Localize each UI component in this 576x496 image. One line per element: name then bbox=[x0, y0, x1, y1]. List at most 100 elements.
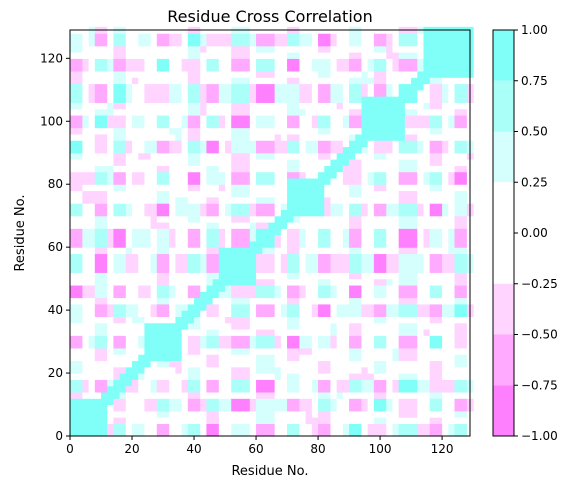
heatmap-cell bbox=[274, 45, 282, 53]
heatmap-cell bbox=[336, 391, 344, 399]
heatmap-cell bbox=[88, 96, 96, 103]
heatmap-cell bbox=[256, 385, 263, 393]
heatmap-cell bbox=[200, 171, 208, 179]
heatmap-cell bbox=[318, 64, 325, 72]
heatmap-cell bbox=[107, 366, 115, 374]
heatmap-cell bbox=[311, 114, 319, 122]
heatmap-cell bbox=[144, 133, 152, 141]
heatmap-cell bbox=[330, 58, 338, 66]
heatmap-cell bbox=[411, 373, 418, 380]
heatmap-cell bbox=[305, 45, 313, 53]
heatmap-cell bbox=[448, 77, 456, 85]
heatmap-cell bbox=[367, 102, 375, 110]
heatmap-cell bbox=[342, 221, 350, 229]
heatmap-cell bbox=[268, 328, 276, 336]
heatmap-cell bbox=[144, 360, 152, 368]
heatmap-cell bbox=[237, 58, 245, 66]
heatmap-cell bbox=[417, 58, 425, 66]
heatmap-cell bbox=[355, 70, 363, 78]
heatmap-cell bbox=[150, 64, 158, 72]
heatmap-cell bbox=[448, 121, 456, 129]
heatmap-cell bbox=[113, 209, 121, 217]
heatmap-cell bbox=[200, 335, 208, 343]
heatmap-cell bbox=[349, 322, 356, 330]
heatmap-cell bbox=[125, 379, 133, 387]
heatmap-cell bbox=[392, 240, 400, 248]
heatmap-cell bbox=[113, 96, 121, 103]
heatmap-cell bbox=[411, 284, 418, 292]
heatmap-cell bbox=[361, 215, 369, 223]
heatmap-cell bbox=[336, 310, 344, 317]
heatmap-cell bbox=[274, 58, 282, 66]
heatmap-cell bbox=[287, 429, 294, 437]
heatmap-cell bbox=[138, 45, 146, 53]
heatmap-cell bbox=[70, 266, 77, 273]
heatmap-cell bbox=[274, 278, 282, 286]
heatmap-cell bbox=[404, 347, 412, 355]
heatmap-cell bbox=[187, 404, 195, 412]
heatmap-cell bbox=[460, 77, 468, 85]
heatmap-cell bbox=[82, 266, 90, 273]
heatmap-cell bbox=[293, 177, 301, 185]
heatmap-cell bbox=[200, 177, 208, 185]
heatmap-cell bbox=[132, 177, 139, 185]
heatmap-cell bbox=[299, 410, 307, 418]
heatmap-cell bbox=[119, 165, 127, 173]
heatmap-cell bbox=[305, 159, 313, 166]
heatmap-cell bbox=[417, 152, 425, 160]
heatmap-cell bbox=[330, 152, 338, 160]
heatmap-cell bbox=[324, 259, 332, 267]
heatmap-cell bbox=[249, 171, 257, 179]
heatmap-cell bbox=[336, 171, 344, 179]
heatmap-cell bbox=[287, 77, 294, 85]
heatmap-cell bbox=[324, 140, 332, 148]
heatmap-cell bbox=[243, 108, 251, 116]
heatmap-cell bbox=[355, 165, 363, 173]
heatmap-cell bbox=[107, 114, 115, 122]
heatmap-cell bbox=[76, 70, 83, 78]
heatmap-cell bbox=[448, 215, 456, 223]
heatmap-cell bbox=[386, 423, 394, 431]
heatmap-cell bbox=[336, 303, 344, 311]
heatmap-cell bbox=[336, 58, 344, 66]
heatmap-cell bbox=[349, 429, 356, 437]
heatmap-cell bbox=[175, 203, 183, 210]
heatmap-cell bbox=[218, 303, 226, 311]
heatmap-cell bbox=[132, 391, 139, 399]
heatmap-cell bbox=[181, 96, 189, 103]
heatmap-cell bbox=[404, 410, 412, 418]
y-tick-label: 120 bbox=[40, 51, 63, 65]
heatmap-cell bbox=[212, 159, 220, 166]
heatmap-cell bbox=[448, 398, 456, 406]
heatmap-cell bbox=[398, 177, 406, 185]
heatmap-cell bbox=[311, 190, 319, 198]
heatmap-cell bbox=[262, 77, 270, 85]
heatmap-cell bbox=[94, 209, 102, 217]
y-tick-label: 80 bbox=[48, 177, 63, 191]
heatmap-cell bbox=[163, 165, 170, 173]
heatmap-cell bbox=[262, 278, 270, 286]
heatmap-cell bbox=[448, 127, 456, 135]
heatmap-cell bbox=[119, 108, 127, 116]
heatmap-cell bbox=[144, 423, 152, 431]
heatmap-cell bbox=[181, 240, 189, 248]
heatmap-cell bbox=[138, 278, 146, 286]
heatmap-cell bbox=[101, 45, 108, 53]
heatmap-cell bbox=[107, 190, 115, 198]
heatmap-cell bbox=[231, 240, 239, 248]
heatmap-cell bbox=[355, 335, 363, 343]
heatmap-cell bbox=[442, 417, 449, 425]
heatmap-cell bbox=[342, 354, 350, 362]
heatmap-cell bbox=[349, 385, 356, 393]
heatmap-cell bbox=[318, 228, 325, 236]
heatmap-cell bbox=[256, 423, 263, 431]
heatmap-cell bbox=[392, 52, 400, 59]
heatmap-cell bbox=[392, 215, 400, 223]
heatmap-cell bbox=[88, 347, 96, 355]
heatmap-cell bbox=[423, 278, 431, 286]
heatmap-cell bbox=[88, 121, 96, 129]
heatmap-cell bbox=[175, 404, 183, 412]
heatmap-cell bbox=[435, 171, 443, 179]
heatmap-cell bbox=[311, 102, 319, 110]
heatmap-cell bbox=[218, 347, 226, 355]
